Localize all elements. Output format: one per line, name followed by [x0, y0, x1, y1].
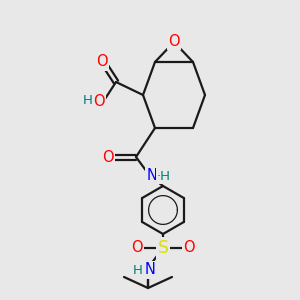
Text: N: N	[145, 262, 155, 278]
Text: ·H: ·H	[157, 169, 171, 182]
Text: O: O	[168, 34, 180, 49]
Text: O: O	[131, 239, 143, 254]
Text: O: O	[183, 239, 195, 254]
Text: H: H	[133, 263, 143, 277]
Text: O: O	[93, 94, 105, 110]
Text: O: O	[102, 149, 114, 164]
Text: S: S	[158, 239, 169, 257]
Text: H: H	[83, 94, 93, 106]
Text: O: O	[96, 55, 108, 70]
Text: N: N	[147, 169, 158, 184]
